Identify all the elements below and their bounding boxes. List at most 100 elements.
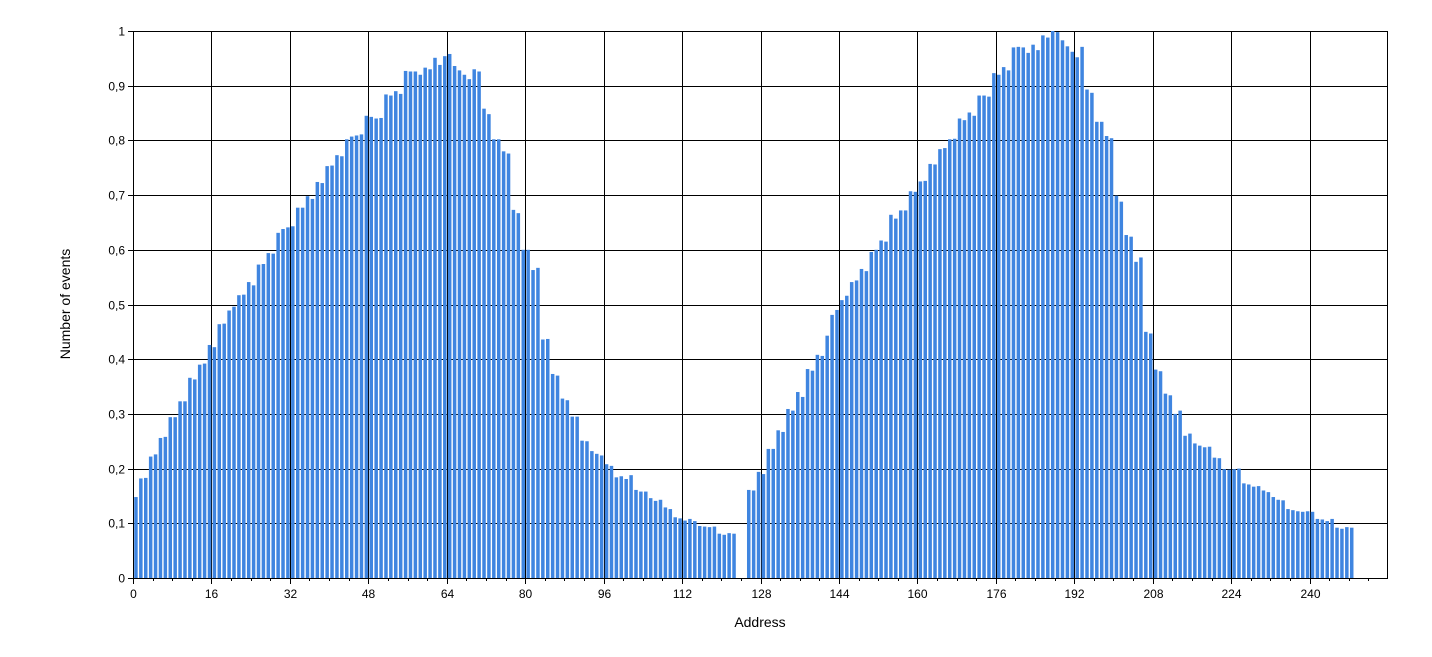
bar xyxy=(202,363,207,578)
x-tick-label: 48 xyxy=(362,587,376,601)
bar xyxy=(707,527,712,578)
bar xyxy=(668,509,673,578)
bar xyxy=(168,417,173,578)
bar xyxy=(727,533,731,578)
bar xyxy=(521,249,525,579)
bar xyxy=(619,476,624,578)
bar xyxy=(835,309,839,578)
bar xyxy=(193,379,197,578)
bar xyxy=(653,500,658,578)
x-tick-label: 64 xyxy=(441,587,455,601)
bar xyxy=(261,264,266,578)
bar xyxy=(222,323,226,578)
bar xyxy=(952,138,957,578)
bar xyxy=(1325,521,1329,578)
bar xyxy=(1001,67,1006,578)
bar xyxy=(751,490,756,578)
bar xyxy=(1251,486,1256,578)
x-tick-label: 80 xyxy=(519,587,533,601)
bar xyxy=(565,400,570,578)
bar xyxy=(173,417,177,578)
bar xyxy=(938,149,942,578)
bar xyxy=(1281,500,1285,578)
bar xyxy=(1104,136,1109,578)
bar xyxy=(1188,433,1192,578)
bar xyxy=(310,198,315,578)
bar xyxy=(854,280,859,578)
bar xyxy=(1315,518,1320,578)
bar xyxy=(295,207,300,578)
bar xyxy=(197,364,202,578)
x-tick-label: 16 xyxy=(205,587,219,601)
bar xyxy=(1222,469,1227,578)
x-tick-label: 192 xyxy=(1064,587,1084,601)
bar xyxy=(1183,435,1187,578)
bar xyxy=(398,93,403,579)
bar xyxy=(207,344,212,578)
bar xyxy=(1168,395,1173,578)
bar xyxy=(217,324,222,578)
bar xyxy=(810,370,815,578)
bar xyxy=(1232,469,1236,578)
bar xyxy=(1065,46,1070,578)
bar xyxy=(144,477,148,578)
bar xyxy=(1119,201,1124,578)
bar xyxy=(560,398,565,578)
bar xyxy=(1031,44,1035,579)
bar xyxy=(541,339,545,578)
y-tick-label: 0,7 xyxy=(108,189,125,203)
bar xyxy=(526,249,530,579)
bar xyxy=(305,196,310,578)
bar xyxy=(849,282,854,578)
x-tick-label: 176 xyxy=(986,587,1006,601)
bar xyxy=(134,497,138,578)
bar xyxy=(477,71,481,578)
bar xyxy=(1085,89,1089,578)
bar xyxy=(1041,35,1045,578)
y-tick-label: 0,6 xyxy=(108,244,125,258)
bar xyxy=(153,454,158,578)
bar xyxy=(379,117,383,578)
bar xyxy=(291,226,295,578)
bar xyxy=(746,489,751,578)
x-tick-label: 224 xyxy=(1221,587,1241,601)
bar xyxy=(884,241,888,578)
bar xyxy=(1134,261,1138,578)
bar xyxy=(585,441,589,578)
bar xyxy=(462,74,467,578)
bar xyxy=(256,264,261,578)
bar xyxy=(1349,527,1354,578)
bar xyxy=(428,69,432,578)
bar xyxy=(266,253,271,578)
bar xyxy=(403,70,408,579)
bar xyxy=(300,207,305,578)
bar xyxy=(1109,138,1114,578)
bar xyxy=(501,151,506,578)
bar xyxy=(830,314,834,578)
bar xyxy=(394,91,398,579)
bar xyxy=(580,440,584,578)
bar xyxy=(487,114,491,578)
y-tick-label: 0,4 xyxy=(108,353,125,367)
x-tick-label: 144 xyxy=(829,587,849,601)
bar xyxy=(1217,458,1222,578)
bar xyxy=(639,491,643,578)
bar xyxy=(1256,486,1261,578)
bar xyxy=(1310,511,1315,578)
bar xyxy=(550,373,555,578)
bar xyxy=(1026,52,1030,578)
bar xyxy=(1198,445,1202,578)
tick-labels: 0 0,1 0,2 0,3 0,4 0,5 0,6 0,7 0,8 0,9 1 0 16 32 48 64 80… xyxy=(108,25,1321,602)
bar xyxy=(717,533,722,578)
x-tick-label: 0 xyxy=(130,587,137,601)
bar xyxy=(320,183,324,578)
x-tick-label: 112 xyxy=(673,587,692,601)
bar xyxy=(1139,257,1143,578)
bar xyxy=(511,209,516,578)
bar xyxy=(1320,519,1325,578)
x-axis-title: Address xyxy=(734,614,785,630)
y-tick-label: 0 xyxy=(118,572,125,586)
bar xyxy=(364,115,369,578)
bar xyxy=(673,517,677,578)
